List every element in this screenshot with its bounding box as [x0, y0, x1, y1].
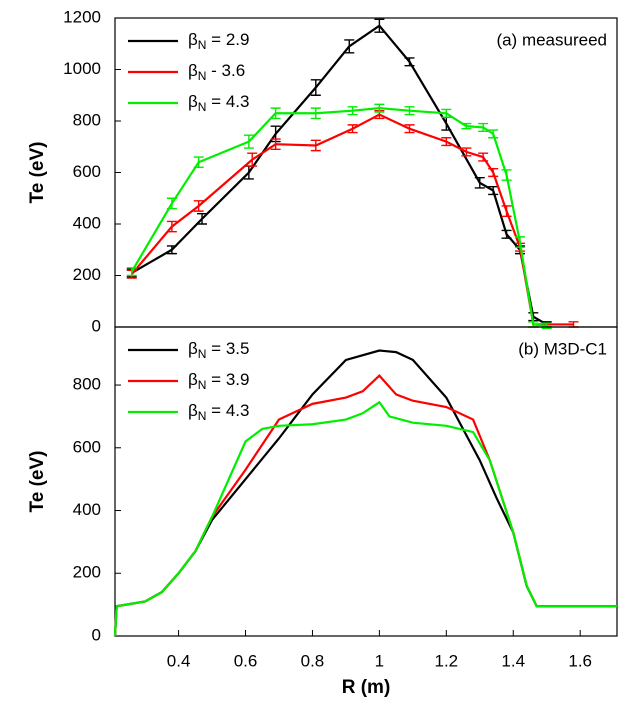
error-bar: [270, 138, 281, 151]
panel-title: (a) measureed: [496, 30, 607, 49]
y-tick-label: 800: [73, 110, 101, 129]
legend-label: βN - 3.6: [188, 61, 245, 83]
legend-label: βN = 2.9: [188, 30, 249, 52]
error-bar: [347, 124, 358, 134]
y-tick-label: 800: [73, 375, 101, 394]
y-tick-label: 200: [73, 265, 101, 284]
error-bar: [488, 185, 499, 196]
x-tick-label: 0.8: [301, 651, 325, 670]
x-tick-label: 1: [375, 651, 384, 670]
x-tick-label: 1.4: [501, 651, 525, 670]
y-axis-title: Te (eV): [27, 451, 48, 513]
error-bar: [461, 122, 472, 130]
error-bar: [310, 139, 321, 152]
series-line: [113, 400, 617, 637]
error-bar: [374, 18, 385, 33]
error-bar: [270, 107, 281, 120]
y-tick-label: 1200: [63, 7, 101, 26]
error-bar: [347, 106, 358, 116]
error-bar: [501, 229, 512, 239]
error-bar: [166, 220, 177, 233]
x-axis-title: R (m): [342, 677, 391, 698]
series-line: [130, 107, 547, 327]
y-tick-label: 200: [73, 563, 101, 582]
legend-label: βN = 3.5: [188, 339, 249, 361]
error-bar: [126, 267, 137, 277]
error-bar: [488, 167, 499, 178]
panel-title: (b) M3D-C1: [518, 339, 607, 358]
legend-label: βN = 4.3: [188, 92, 249, 114]
error-bar: [193, 200, 204, 212]
series-line: [130, 113, 574, 326]
y-axis-title: Te (eV): [27, 142, 48, 204]
y-tick-label: 1000: [63, 59, 101, 78]
error-bar: [193, 156, 204, 169]
error-bar: [478, 152, 489, 162]
error-bar: [310, 79, 321, 96]
y-tick-label: 0: [92, 625, 101, 644]
y-tick-label: 400: [73, 213, 101, 232]
error-bar: [166, 197, 177, 210]
y-tick-label: 600: [73, 162, 101, 181]
error-bar: [166, 245, 177, 255]
error-bar: [441, 137, 452, 147]
x-tick-label: 0.4: [167, 651, 191, 670]
legend-label: βN = 3.9: [188, 370, 249, 392]
error-bar: [441, 108, 452, 118]
error-bar: [374, 103, 385, 113]
error-bar: [488, 129, 499, 139]
error-bar: [461, 147, 472, 157]
legend-label: βN = 4.3: [188, 401, 249, 423]
error-bar: [344, 39, 355, 54]
error-bar: [247, 152, 258, 167]
y-tick-label: 400: [73, 500, 101, 519]
y-tick-label: 600: [73, 437, 101, 456]
error-bar: [478, 122, 489, 132]
error-bar: [404, 106, 415, 116]
error-bar: [501, 205, 512, 217]
error-bar: [514, 236, 525, 248]
error-bar: [404, 57, 415, 67]
plot-frame: [114, 326, 618, 637]
error-bar: [197, 213, 208, 225]
error-bar: [310, 107, 321, 120]
x-tick-label: 0.6: [234, 651, 258, 670]
error-bar: [404, 124, 415, 134]
x-tick-label: 1.2: [434, 651, 458, 670]
error-bar: [474, 176, 485, 189]
series-line: [131, 24, 548, 326]
error-bar: [501, 169, 512, 181]
error-bar: [243, 134, 254, 149]
y-tick-label: 0: [92, 316, 101, 335]
x-tick-label: 1.6: [568, 651, 592, 670]
series-line: [113, 349, 617, 637]
